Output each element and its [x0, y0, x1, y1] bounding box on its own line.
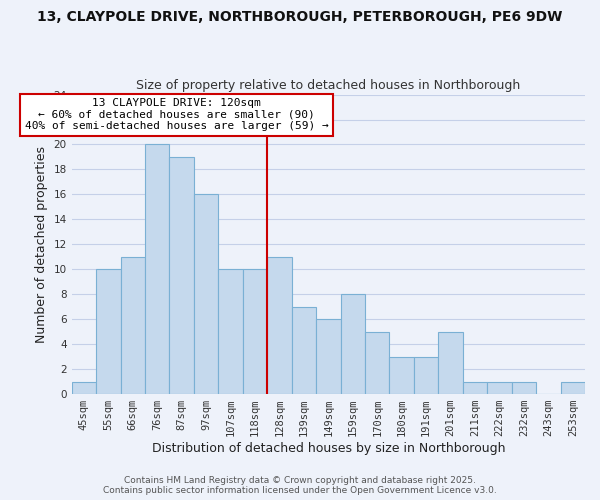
X-axis label: Distribution of detached houses by size in Northborough: Distribution of detached houses by size … — [152, 442, 505, 455]
Bar — [365, 332, 389, 394]
Bar — [121, 257, 145, 394]
Bar — [341, 294, 365, 394]
Bar — [316, 319, 341, 394]
Y-axis label: Number of detached properties: Number of detached properties — [35, 146, 48, 343]
Bar — [389, 356, 414, 394]
Bar — [145, 144, 169, 394]
Bar — [292, 306, 316, 394]
Text: 13 CLAYPOLE DRIVE: 120sqm
← 60% of detached houses are smaller (90)
40% of semi-: 13 CLAYPOLE DRIVE: 120sqm ← 60% of detac… — [25, 98, 329, 132]
Bar — [71, 382, 96, 394]
Text: Contains HM Land Registry data © Crown copyright and database right 2025.
Contai: Contains HM Land Registry data © Crown c… — [103, 476, 497, 495]
Bar — [512, 382, 536, 394]
Title: Size of property relative to detached houses in Northborough: Size of property relative to detached ho… — [136, 79, 520, 92]
Bar — [414, 356, 439, 394]
Bar — [243, 270, 267, 394]
Bar — [194, 194, 218, 394]
Bar — [218, 270, 243, 394]
Bar — [560, 382, 585, 394]
Bar — [267, 257, 292, 394]
Text: 13, CLAYPOLE DRIVE, NORTHBOROUGH, PETERBOROUGH, PE6 9DW: 13, CLAYPOLE DRIVE, NORTHBOROUGH, PETERB… — [37, 10, 563, 24]
Bar — [463, 382, 487, 394]
Bar — [439, 332, 463, 394]
Bar — [96, 270, 121, 394]
Bar — [487, 382, 512, 394]
Bar — [169, 157, 194, 394]
